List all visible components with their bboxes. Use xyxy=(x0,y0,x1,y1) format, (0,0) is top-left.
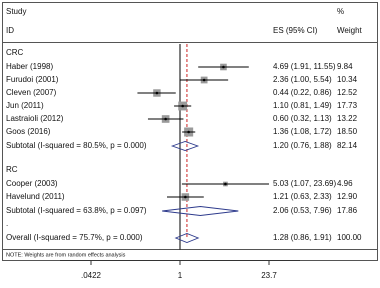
weight: 12.52 xyxy=(337,88,358,97)
weight: 17.86 xyxy=(337,206,358,215)
header-id: ID xyxy=(6,26,14,35)
study-label: Haber (1998) xyxy=(6,62,53,71)
subtotal-label: Subtotal (I-squared = 80.5%, p = 0.000) xyxy=(6,141,147,150)
es-ci: 2.06 (0.53, 7.96) xyxy=(273,206,332,215)
es-ci: 1.20 (0.76, 1.88) xyxy=(273,141,332,150)
weight: 100.00 xyxy=(337,233,362,242)
header-pct: % xyxy=(337,7,344,16)
header-es: ES (95% CI) xyxy=(273,26,318,35)
weight: 18.50 xyxy=(337,127,358,136)
point-estimate xyxy=(184,195,187,199)
weight: 12.90 xyxy=(337,192,358,201)
es-ci: 0.44 (0.22, 0.86) xyxy=(273,88,332,97)
point-estimate xyxy=(164,117,167,121)
es-ci: 4.69 (1.91, 11.55) xyxy=(273,62,336,71)
es-ci: 1.21 (0.63, 2.33) xyxy=(273,192,332,201)
x-tick-label: 23.7 xyxy=(261,271,277,280)
group-label: CRC xyxy=(6,48,24,57)
weight: 4.96 xyxy=(337,179,353,188)
point-estimate xyxy=(224,182,227,186)
note: NOTE: Weights are from random effects an… xyxy=(6,252,126,258)
pooled-diamond xyxy=(170,141,200,151)
weight: 9.84 xyxy=(337,62,353,71)
study-label: Lastraioli (2012) xyxy=(6,114,64,123)
study-label: Havelund (2011) xyxy=(6,192,65,201)
es-ci: 1.36 (1.08, 1.72) xyxy=(273,127,332,136)
pooled-diamond xyxy=(174,233,200,243)
group-label: . xyxy=(6,219,8,228)
weight: 17.73 xyxy=(337,101,358,110)
pooled-diamond xyxy=(162,206,239,216)
study-label: Jun (2011) xyxy=(6,101,44,110)
es-ci: 1.28 (0.86, 1.91) xyxy=(273,233,332,242)
group-label: RC xyxy=(6,165,18,174)
point-estimate xyxy=(187,130,190,134)
overall-label: Overall (I-squared = 75.7%, p = 0.000) xyxy=(6,233,143,242)
header-weight: Weight xyxy=(337,26,363,35)
subtotal-label: Subtotal (I-squared = 63.8%, p = 0.097) xyxy=(6,206,147,215)
study-label: Goos (2016) xyxy=(6,127,51,136)
point-estimate xyxy=(202,78,206,82)
es-ci: 0.60 (0.32, 1.13) xyxy=(273,114,332,123)
study-label: Furudoi (2001) xyxy=(6,75,59,84)
weight: 82.14 xyxy=(337,141,358,150)
study-label: Cooper (2003) xyxy=(6,179,58,188)
study-label: Cleven (2007) xyxy=(6,88,57,97)
point-estimate xyxy=(181,104,184,108)
point-estimate xyxy=(155,91,159,95)
es-ci: 2.36 (1.00, 5.54) xyxy=(273,75,332,84)
es-ci: 1.10 (0.81, 1.49) xyxy=(273,101,332,110)
es-ci: 5.03 (1.07, 23.69) xyxy=(273,179,336,188)
weight: 13.22 xyxy=(337,114,358,123)
point-estimate xyxy=(222,65,225,69)
x-tick-label: 1 xyxy=(178,271,183,280)
x-tick-label: .0422 xyxy=(81,271,102,280)
weight: 10.34 xyxy=(337,75,358,84)
header-study: Study xyxy=(6,7,26,16)
